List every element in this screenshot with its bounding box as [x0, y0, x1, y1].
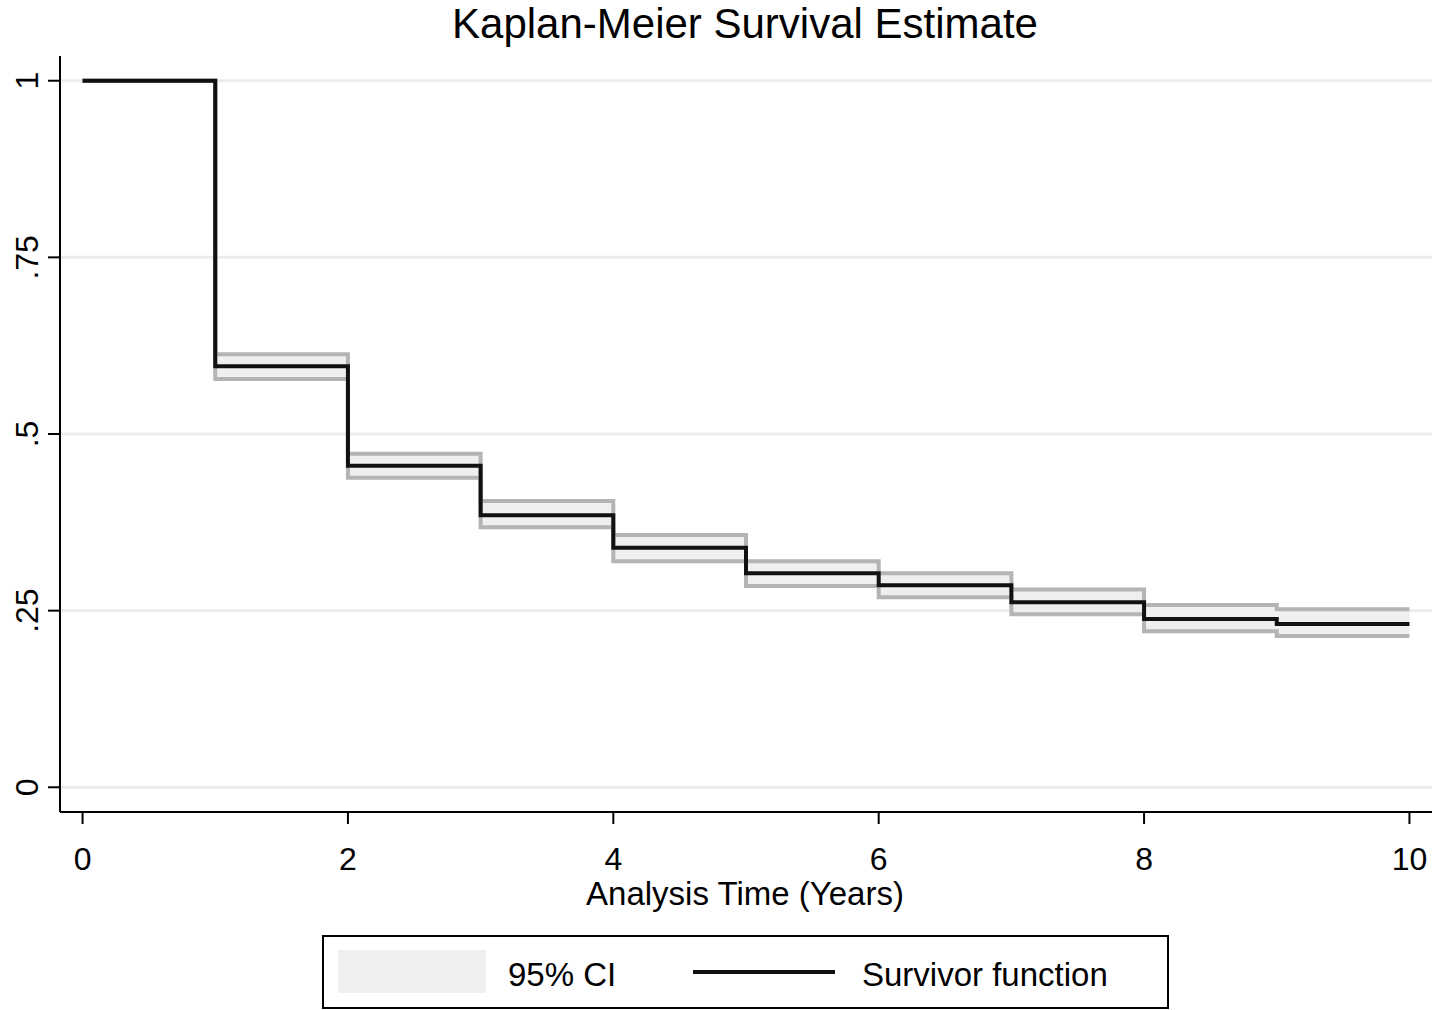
x-tick: [878, 812, 880, 824]
y-tick: [48, 80, 60, 82]
legend-swatch: [338, 950, 486, 993]
y-tick-label: 0: [9, 778, 45, 796]
y-tick-label: .75: [9, 235, 45, 279]
x-axis-label: Analysis Time (Years): [586, 875, 904, 912]
legend-swatch: [693, 970, 835, 974]
x-tick-label: 10: [1392, 841, 1428, 877]
x-tick-label: 8: [1135, 841, 1153, 877]
y-tick: [48, 433, 60, 435]
title: Kaplan-Meier Survival Estimate: [452, 0, 1038, 47]
legend-box: [323, 936, 1168, 1008]
x-tick: [347, 812, 349, 824]
x-tick: [612, 812, 614, 824]
y-tick-label: 1: [9, 72, 45, 90]
x-tick-label: 0: [74, 841, 92, 877]
survivor-line: [83, 81, 1410, 624]
grid-line: [60, 433, 1432, 436]
background: [0, 0, 1434, 1010]
grid-line: [60, 786, 1432, 789]
x-tick: [1408, 812, 1410, 824]
y-tick: [48, 256, 60, 258]
plot-area: [83, 81, 1410, 636]
x-tick-label: 6: [870, 841, 888, 877]
legend-label: Survivor function: [862, 956, 1108, 993]
x-tick: [1143, 812, 1145, 824]
y-tick: [48, 786, 60, 788]
x-tick: [82, 812, 84, 824]
y-tick-label: .25: [9, 588, 45, 632]
y-tick-label: .5: [9, 421, 45, 448]
grid-line: [60, 79, 1432, 82]
grid-line: [60, 256, 1432, 259]
ci-lower: [83, 81, 1410, 636]
ci-band: [83, 81, 1410, 636]
ci-upper: [83, 81, 1410, 609]
legend-label: 95% CI: [508, 956, 616, 993]
x-axis: [60, 811, 1432, 813]
chart: Kaplan-Meier Survival Estimate 0 .25 .5 .75 1…: [0, 0, 1434, 1010]
y-tick: [48, 610, 60, 612]
x-tick-label: 2: [339, 841, 357, 877]
x-tick-label: 4: [604, 841, 622, 877]
